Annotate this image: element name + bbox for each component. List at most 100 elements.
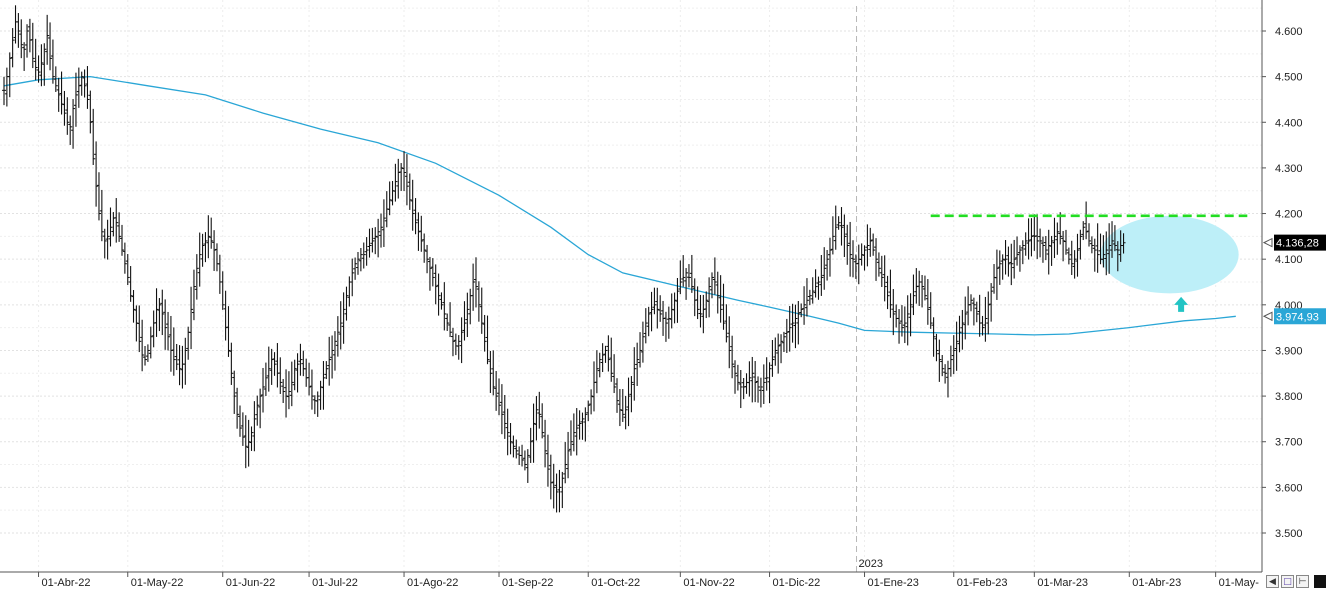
ohlc-bar [448,302,453,338]
ohlc-bar [344,286,349,321]
ohlc-bar [298,343,303,376]
ohlc-bar [525,449,530,483]
ohlc-bar [102,228,107,259]
ohlc-bar [1003,240,1008,275]
ohlc-bar [56,77,61,112]
ohlc-bar [859,243,864,266]
ohlc-bar [1095,223,1100,273]
ohlc-bar [989,283,994,322]
ohlc-bar [937,339,942,382]
y-tick-label: 4.300 [1275,163,1303,175]
ohlc-bar [629,376,634,413]
ohlc-bar [1015,236,1020,266]
ohlc-bar [332,331,337,371]
y-tick-label: 4.400 [1275,117,1303,129]
ohlc-bar [874,238,879,281]
ohlc-bar [761,364,766,405]
ohlc-bar [166,311,171,351]
bookmark-icon[interactable]: □ [1281,575,1294,588]
ohlc-bar [376,218,381,258]
ohlc-bar [416,212,421,251]
ohlc-bar [117,212,122,242]
ohlc-bar [891,289,896,336]
ohlc-bar [353,257,358,280]
ohlc-bar [773,337,778,366]
ohlc-bar [948,345,953,377]
ohlc-bar [609,337,614,382]
ohlc-bar [292,359,297,391]
ohlc-bar [497,378,502,416]
tag-pointer [1262,311,1273,322]
end-button[interactable] [1314,575,1326,588]
ohlc-bar [108,207,113,247]
ohlc-bar [91,108,96,165]
ohlc-bar [189,286,194,350]
ohlc-bar [810,277,815,304]
ohlc-bar [471,263,476,311]
ohlc-bar [1029,218,1034,257]
ohlc-bar [491,350,496,396]
x-tick-label: 01-Ene-23 [868,577,919,589]
ohlc-bar [669,293,674,329]
ohlc-bar [960,309,965,350]
last-price-tag-bg [1274,234,1326,251]
ohlc-bar [125,254,130,286]
ohlc-bar [934,333,939,362]
y-tick-label: 4.200 [1275,209,1303,221]
x-tick-label: 01-May- [1219,577,1260,589]
ohlc-bar [560,471,565,509]
ohlc-bar [931,317,936,357]
ohlc-bar [1038,228,1043,258]
ohlc-bar [747,361,752,397]
ohlc-bar [128,266,133,302]
ohlc-bar [485,315,490,365]
ohlc-bar [119,224,124,256]
ohlc-bar [79,71,84,96]
ohlc-bar [845,224,850,265]
ohlc-bar [574,408,579,456]
ohlc-bar [1061,231,1066,262]
ma-value-label: 3.974,93 [1276,311,1319,323]
ohlc-bar [266,346,271,392]
ohlc-bar [566,431,571,479]
ohlc-bar [971,297,976,326]
ohlc-bar [830,216,835,255]
ohlc-bar [557,469,562,513]
pin-icon[interactable]: ⊢ [1296,575,1309,588]
ohlc-bar [358,247,363,272]
x-tick-label: 01-Oct-22 [591,577,640,589]
ohlc-bar [994,249,999,300]
ohlc-bar [571,413,576,452]
ohlc-bar [240,412,245,446]
ohlc-bar [387,181,392,216]
ohlc-bar [456,335,461,360]
x-tick-label: 01-Jun-22 [226,577,276,589]
scroll-left-button[interactable]: ◀ [1266,575,1279,588]
ohlc-bar [450,327,455,357]
ohlc-bar [473,257,478,308]
ohlc-bar [787,306,792,352]
ohlc-bar [1092,238,1097,272]
ohlc-bar [330,335,335,379]
ohlc-bar [505,408,510,456]
ohlc-bar [1121,233,1126,254]
ohlc-bar [885,275,890,310]
ohlc-bar [318,380,323,410]
ohlc-bar [796,300,801,345]
x-tick-label: 01-Dic-22 [773,577,821,589]
ohlc-bar [226,306,231,357]
ohlc-bar [902,306,907,344]
ohlc-bar [1063,229,1068,255]
ohlc-bar [804,278,809,317]
ohlc-bar [908,293,913,337]
x-tick-label: 01-Jul-22 [312,577,358,589]
ohlc-bar [445,313,450,331]
ohlc-bar [911,274,916,316]
ohlc-bar [315,391,320,417]
ohlc-bar [68,115,73,145]
ohlc-bar [2,76,6,106]
ohlc-bar [160,289,165,336]
ohlc-bar [427,256,432,291]
ohlc-bar [712,257,717,295]
